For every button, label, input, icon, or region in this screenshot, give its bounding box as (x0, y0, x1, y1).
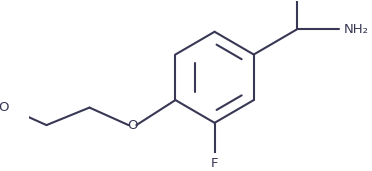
Text: NH₂: NH₂ (344, 23, 369, 36)
Text: F: F (211, 157, 218, 170)
Text: O: O (127, 119, 138, 132)
Text: O: O (0, 101, 9, 114)
